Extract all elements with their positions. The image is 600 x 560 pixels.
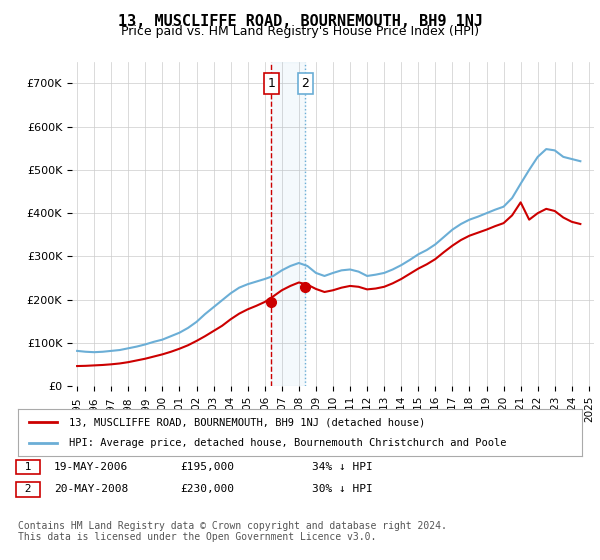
Text: 13, MUSCLIFFE ROAD, BOURNEMOUTH, BH9 1NJ: 13, MUSCLIFFE ROAD, BOURNEMOUTH, BH9 1NJ bbox=[118, 14, 482, 29]
Text: 30% ↓ HPI: 30% ↓ HPI bbox=[312, 484, 373, 494]
Text: 1: 1 bbox=[18, 462, 38, 472]
Text: 1: 1 bbox=[268, 77, 275, 90]
Text: £195,000: £195,000 bbox=[180, 462, 234, 472]
Text: 13, MUSCLIFFE ROAD, BOURNEMOUTH, BH9 1NJ (detached house): 13, MUSCLIFFE ROAD, BOURNEMOUTH, BH9 1NJ… bbox=[69, 417, 425, 427]
Text: Price paid vs. HM Land Registry's House Price Index (HPI): Price paid vs. HM Land Registry's House … bbox=[121, 25, 479, 38]
Text: 34% ↓ HPI: 34% ↓ HPI bbox=[312, 462, 373, 472]
Text: 19-MAY-2006: 19-MAY-2006 bbox=[54, 462, 128, 472]
Text: Contains HM Land Registry data © Crown copyright and database right 2024.
This d: Contains HM Land Registry data © Crown c… bbox=[18, 521, 447, 543]
Text: 2: 2 bbox=[301, 77, 310, 90]
Text: 2: 2 bbox=[18, 484, 38, 494]
Text: 20-MAY-2008: 20-MAY-2008 bbox=[54, 484, 128, 494]
Text: HPI: Average price, detached house, Bournemouth Christchurch and Poole: HPI: Average price, detached house, Bour… bbox=[69, 438, 506, 448]
Text: £230,000: £230,000 bbox=[180, 484, 234, 494]
Bar bbox=[271, 62, 305, 386]
